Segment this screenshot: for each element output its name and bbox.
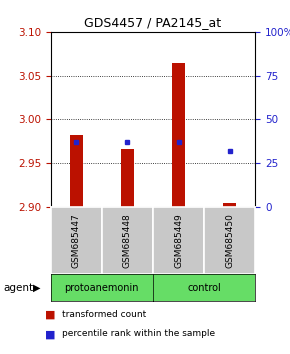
- Text: GSM685448: GSM685448: [123, 213, 132, 268]
- Bar: [70, 135, 83, 207]
- Text: transformed count: transformed count: [62, 310, 147, 319]
- Bar: [121, 149, 134, 207]
- Text: percentile rank within the sample: percentile rank within the sample: [62, 329, 215, 338]
- Text: GSM685450: GSM685450: [225, 213, 234, 268]
- Text: ■: ■: [45, 329, 55, 339]
- Text: ▶: ▶: [33, 282, 41, 293]
- Text: protoanemonin: protoanemonin: [65, 282, 139, 293]
- Bar: [223, 203, 236, 207]
- Text: GSM685447: GSM685447: [72, 213, 81, 268]
- Text: agent: agent: [3, 282, 33, 293]
- Bar: [172, 63, 185, 207]
- Text: GSM685449: GSM685449: [174, 213, 183, 268]
- Text: ■: ■: [45, 310, 55, 320]
- Title: GDS4457 / PA2145_at: GDS4457 / PA2145_at: [84, 16, 222, 29]
- Text: control: control: [187, 282, 221, 293]
